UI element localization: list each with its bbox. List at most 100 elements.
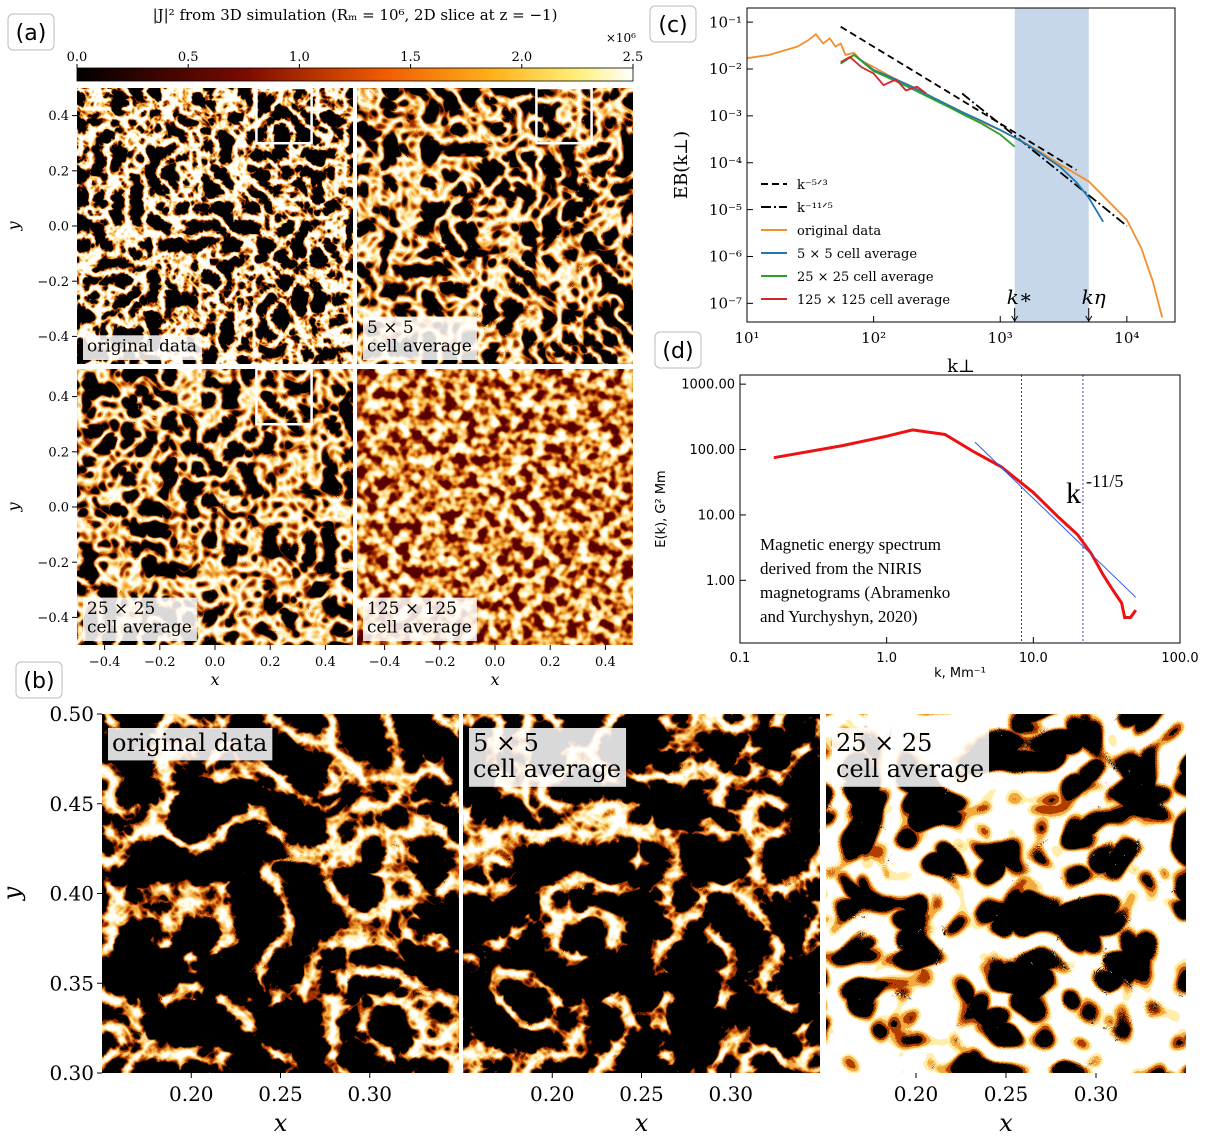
- legend-label: k⁻⁵ᐟ³: [797, 178, 828, 193]
- series-line: [840, 55, 927, 95]
- x-tick-label: 0.20: [530, 1082, 575, 1106]
- chart-title: |J|² from 3D simulation (Rₘ = 10⁶, 2D sl…: [153, 6, 558, 24]
- panel-caption-box: [83, 597, 197, 641]
- y-tick-label: 0.30: [49, 1061, 94, 1085]
- x-tick-label: 10.0: [1019, 651, 1048, 666]
- panel-caption: cell average: [367, 617, 472, 637]
- panel-label-box: [7, 13, 55, 51]
- zoom-box: [255, 86, 313, 145]
- heatmap-image: [77, 88, 353, 364]
- x-tick-label: 0.0: [485, 655, 506, 670]
- panel-caption: 5 × 5: [473, 729, 539, 757]
- x-tick-label: 0.0: [205, 655, 226, 670]
- y-tick-label: −0.4: [37, 611, 69, 626]
- y-tick-label: 0.50: [49, 702, 94, 726]
- x-axis-label: x: [210, 670, 219, 689]
- annotation: kη: [1082, 285, 1106, 309]
- series-line: [961, 92, 1128, 227]
- y-axis-label: EB(k⊥): [671, 131, 692, 199]
- x-axis-label: k⊥: [947, 356, 975, 377]
- y-tick-label: 10⁻³: [709, 107, 742, 125]
- x-tick-label: 0.4: [595, 655, 616, 670]
- y-tick-label: 0.4: [48, 390, 69, 405]
- y-tick-label: 10⁻⁵: [709, 201, 742, 219]
- annotation-superscript: -11/5: [1086, 471, 1123, 491]
- x-tick-label: 0.25: [619, 1082, 664, 1106]
- panel-label: (a): [16, 21, 47, 46]
- plot-area: [747, 8, 1175, 322]
- legend-label: 125 × 125 cell average: [797, 293, 950, 308]
- x-tick-label: −0.2: [144, 655, 176, 670]
- plot-frame: [746, 7, 1176, 323]
- y-tick-label: 10⁻⁶: [709, 248, 742, 266]
- y-axis-label: y: [4, 502, 23, 513]
- x-tick-label: 0.30: [347, 1082, 392, 1106]
- y-axis-label: E(k), G² Mm: [654, 470, 669, 547]
- x-tick-label: 10³: [988, 329, 1013, 347]
- x-axis-label: x: [490, 670, 499, 689]
- x-axis-label: x: [635, 1109, 649, 1137]
- annotation: k: [1066, 477, 1081, 510]
- y-tick-label: 1.00: [706, 574, 735, 589]
- x-tick-label: 0.2: [540, 655, 561, 670]
- y-tick-label: 10⁻¹: [709, 13, 742, 31]
- colorbar-tick-label: 2.0: [511, 50, 532, 65]
- y-tick-label: 1000.00: [681, 378, 735, 393]
- x-tick-label: −0.4: [369, 655, 401, 670]
- colorbar-tick-label: 1.0: [289, 50, 310, 65]
- note-text: derived from the NIRIS: [760, 559, 922, 578]
- panel-label-box: [649, 5, 697, 43]
- legend-label: 25 × 25 cell average: [797, 270, 934, 285]
- colorbar-tick-label: 0.0: [67, 50, 88, 65]
- y-tick-label: 10⁻⁷: [709, 295, 742, 313]
- x-tick-label: 0.30: [708, 1082, 753, 1106]
- note-text: magnetograms (Abramenko: [760, 583, 950, 602]
- y-tick-label: 0.45: [49, 792, 94, 816]
- panel-label: (d): [662, 339, 693, 364]
- panel-caption: cell average: [473, 755, 621, 783]
- panel-caption-box: [363, 597, 477, 641]
- colorbar-tick-label: 0.5: [178, 50, 199, 65]
- note-text: and Yurchyshyn, 2020): [760, 607, 918, 626]
- x-tick-label: −0.2: [424, 655, 456, 670]
- heatmap-image: [102, 714, 459, 1073]
- colorbar-tick-label: 1.5: [400, 50, 421, 65]
- y-tick-label: 0.2: [48, 445, 69, 460]
- panel-caption: 5 × 5: [367, 318, 414, 338]
- x-tick-label: 10⁴: [1114, 329, 1139, 347]
- y-tick-label: 0.4: [48, 109, 69, 124]
- y-tick-label: 10⁻⁴: [709, 154, 742, 172]
- panel-caption-box: [108, 728, 273, 761]
- annotation-arrowhead: [1011, 315, 1019, 322]
- x-tick-label: −0.4: [89, 655, 121, 670]
- series-line: [840, 53, 1016, 148]
- panel-caption: original data: [112, 729, 267, 757]
- plot-frame: [739, 374, 1181, 644]
- note-text: Magnetic energy spectrum: [760, 535, 941, 554]
- series-line: [773, 428, 1138, 619]
- legend-label: 5 × 5 cell average: [797, 247, 917, 262]
- x-tick-label: 0.1: [730, 651, 751, 666]
- panel-caption-box: [832, 728, 990, 787]
- colorbar-scale: ×10⁶: [606, 31, 636, 45]
- colorbar-tick-label: 2.5: [623, 50, 644, 65]
- colorbar: [76, 67, 634, 82]
- y-tick-label: 0.40: [49, 882, 94, 906]
- x-tick-label: 0.25: [258, 1082, 303, 1106]
- y-tick-label: 0.35: [49, 971, 94, 995]
- annotation-arrowhead: [1085, 315, 1093, 322]
- panel-caption: cell average: [87, 617, 192, 637]
- y-tick-label: −0.2: [37, 275, 69, 290]
- annotation: k∗: [1007, 285, 1033, 309]
- x-axis-label: x: [274, 1109, 288, 1137]
- y-tick-label: 10⁻²: [709, 60, 742, 78]
- x-tick-label: 0.30: [1074, 1082, 1119, 1106]
- y-tick-label: −0.2: [37, 556, 69, 571]
- series-line: [840, 25, 1077, 171]
- x-tick-label: 0.2: [260, 655, 281, 670]
- plot-area: [740, 375, 1180, 643]
- x-tick-label: 10¹: [734, 329, 759, 347]
- y-tick-label: 100.00: [690, 443, 736, 458]
- x-tick-label: 0.20: [894, 1082, 939, 1106]
